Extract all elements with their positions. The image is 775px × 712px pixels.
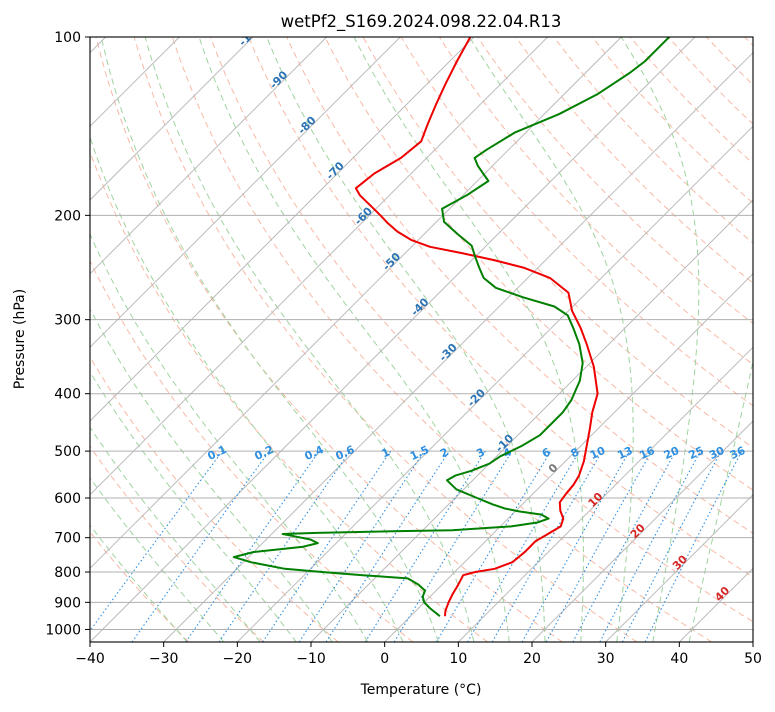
x-tick-label: 20	[523, 651, 541, 667]
x-tick-label: −20	[223, 651, 253, 667]
y-tick-label: 700	[54, 531, 81, 547]
chart-title: wetPf2_S169.2024.098.22.04.R13	[281, 12, 562, 32]
y-tick-label: 900	[54, 595, 81, 611]
x-tick-label: −10	[296, 651, 326, 667]
x-tick-label: 10	[449, 651, 467, 667]
y-axis-label: Pressure (hPa)	[12, 289, 28, 389]
x-tick-label: 0	[380, 651, 389, 667]
y-tick-label: 400	[54, 387, 81, 403]
y-tick-label: 800	[54, 565, 81, 581]
y-tick-label: 300	[54, 313, 81, 329]
x-tick-label: 30	[597, 651, 615, 667]
x-tick-label: −40	[75, 651, 105, 667]
y-tick-label: 200	[54, 208, 81, 224]
y-tick-label: 100	[54, 30, 81, 46]
x-tick-label: 50	[744, 651, 762, 667]
x-axis-label: Temperature (°C)	[360, 682, 482, 698]
y-tick-label: 1000	[45, 622, 81, 638]
x-tick-label: −30	[149, 651, 179, 667]
y-tick-label: 500	[54, 444, 81, 460]
y-tick-label: 600	[54, 491, 81, 507]
x-tick-label: 40	[670, 651, 688, 667]
